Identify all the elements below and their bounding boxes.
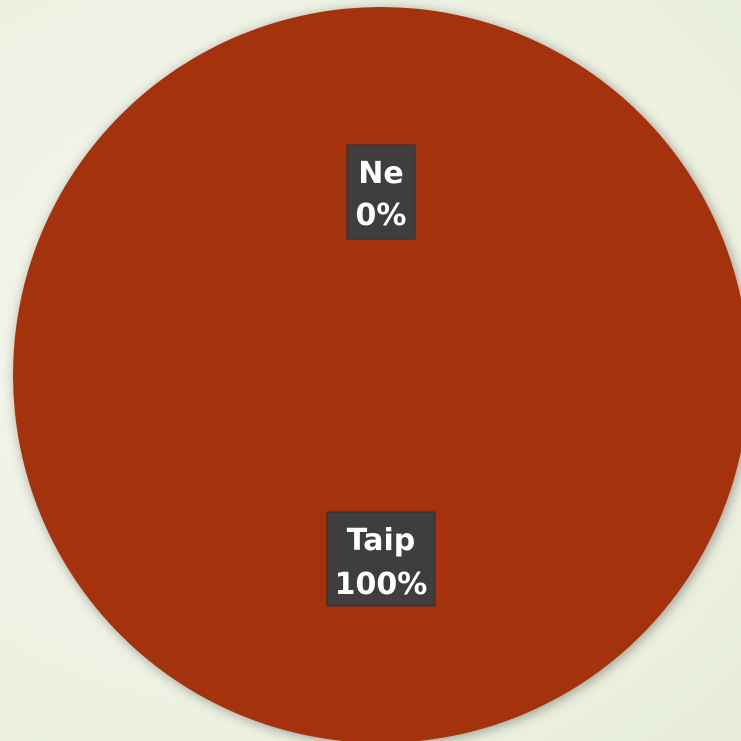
data-label-ne: Ne 0% xyxy=(346,144,416,240)
pie-slice-taip xyxy=(13,7,741,741)
data-label-taip-percent: 100% xyxy=(335,567,428,602)
data-label-taip-category: Taip xyxy=(347,523,416,558)
data-label-ne-category: Ne xyxy=(358,156,403,191)
data-label-taip-box xyxy=(326,511,436,607)
pie-slices xyxy=(13,7,741,741)
data-label-ne-box xyxy=(346,144,416,240)
data-label-taip: Taip 100% xyxy=(326,511,436,607)
data-label-ne-percent: 0% xyxy=(356,198,407,233)
